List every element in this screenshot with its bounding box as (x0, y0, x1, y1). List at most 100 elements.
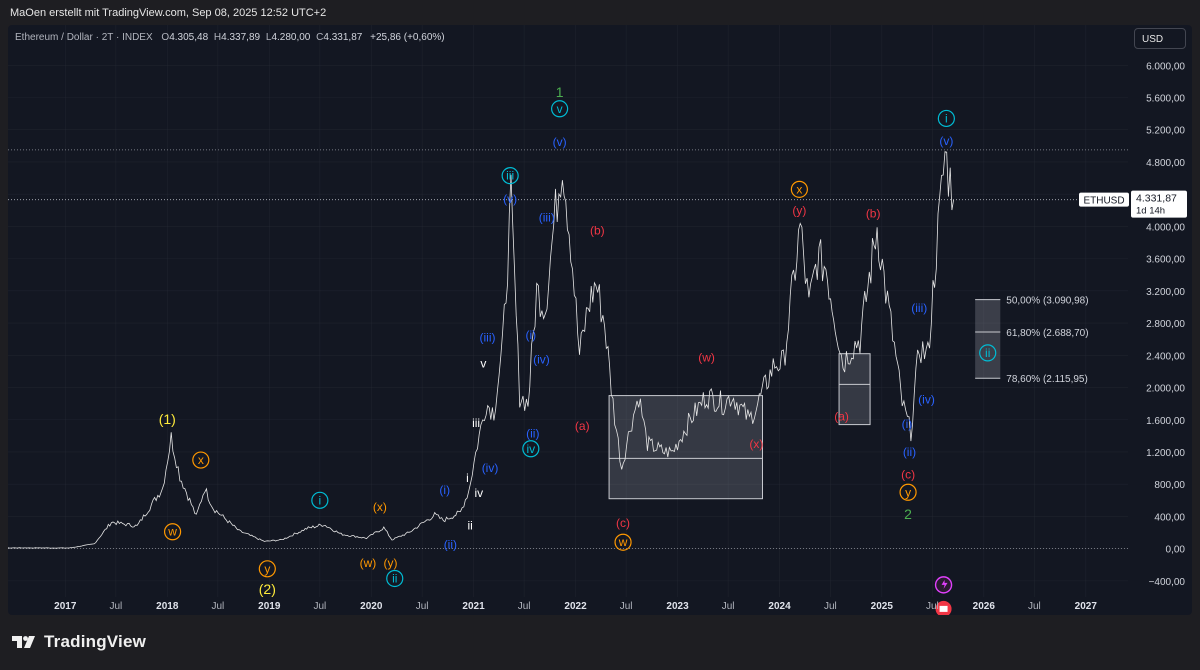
wave-label-circle (551, 100, 569, 118)
wave-label-blue: (v) (503, 192, 517, 206)
brand-name: TradingView (44, 632, 147, 651)
wave-label-text: (w) (360, 556, 377, 570)
wave-label-red: (c) (901, 468, 915, 482)
chart-panel[interactable]: 50,00% (3.090,98) 61,80% (2.688,70) 78,60%… (8, 25, 1192, 615)
time-axis-tick-label: 2019 (258, 601, 281, 612)
wave-label-circle (501, 167, 519, 185)
price-tag-value: 4.331,87 (1136, 193, 1177, 205)
price-chart[interactable]: 50,00% (3.090,98) 61,80% (2.688,70) 78,60%… (8, 25, 1192, 615)
high-value: 4.337,89 (221, 32, 261, 43)
price-tag-bg (1131, 190, 1187, 218)
time-axis-tick-label: 2025 (871, 601, 894, 612)
range-zone (608, 395, 763, 500)
wave-label-red: (b) (590, 223, 605, 237)
wave-label-text: y (264, 562, 270, 576)
flag-icon (939, 605, 948, 612)
wave-label-cyan: ii (979, 344, 997, 362)
symbol-legend: Ethereum / Dollar · 2T · INDEX O4.305,48… (15, 32, 445, 43)
time-axis-tick-label: 2022 (564, 601, 587, 612)
wave-label-orange: w (163, 523, 182, 541)
price-axis-tick-label: 1.600,00 (1146, 416, 1185, 427)
wave-label-circle (386, 569, 404, 588)
wave-label-blue: (i) (902, 417, 913, 431)
ohlc-close: C4.331,87 (316, 32, 362, 43)
price-axis-tick-label: 400,00 (1154, 512, 1185, 523)
wave-label-cyan: iv (522, 440, 540, 458)
wave-label-text: (y) (792, 203, 806, 217)
low-value: 4.280,00 (271, 32, 311, 43)
ohlc-open: O4.305,48 (161, 32, 208, 43)
price-axis-tick-label: 4.000,00 (1146, 222, 1185, 233)
price-axis-tick-label: 800,00 (1154, 480, 1185, 491)
wave-label-text: (x) (373, 500, 387, 514)
wave-label-cyan: i (311, 491, 329, 509)
time-axis-tick-label: 2024 (768, 601, 791, 612)
wave-label-text: (i) (902, 417, 913, 431)
wave-label-red: (a) (575, 419, 590, 433)
wave-label-text: (2) (259, 581, 276, 597)
grid-lines (8, 25, 1128, 597)
wave-label-red: (a) (834, 410, 849, 424)
wave-label-red: (w) (698, 351, 715, 365)
wave-label-text: 2 (904, 506, 912, 522)
ohlc-high: H4.337,89 (214, 32, 260, 43)
wave-label-text: i (466, 471, 469, 485)
footer: TradingView (0, 620, 1200, 670)
wave-label-cyan: iii (501, 167, 519, 185)
time-axis-tick-label: Jul (1028, 601, 1041, 612)
wave-label-text: w (167, 525, 177, 539)
price-axis-tick-label: 1.200,00 (1146, 448, 1185, 459)
time-axis-tick-label: 2027 (1075, 601, 1098, 612)
lightning-event-icon (934, 576, 953, 594)
brand-logo[interactable]: TradingView (12, 632, 146, 652)
wave-label-text: (c) (616, 516, 630, 530)
wave-label-white: i (466, 471, 469, 485)
wave-label-yellow: (2) (259, 581, 276, 597)
price-series-line (8, 151, 954, 549)
wave-label-blue: (i) (439, 483, 450, 497)
fib-level-label: 61,80% (2.688,70) (1006, 328, 1088, 339)
price-axis-tick-label: 6.000,00 (1146, 61, 1185, 72)
time-axis-tick-label: Jul (620, 601, 633, 612)
low-label: L (265, 32, 272, 43)
wave-label-orange: y (258, 560, 276, 578)
symbol-title: Ethereum / Dollar · 2T · INDEX (15, 32, 153, 43)
wave-label-text: (i) (439, 483, 450, 497)
price-axis: 6.000,005.600,005.200,004.800,004.400,00… (1146, 61, 1185, 588)
wave-label-text: (a) (575, 419, 590, 433)
fib-level-label: 50,00% (3.090,98) (1006, 296, 1088, 307)
time-axis: 2017 Jul 2018 Jul 2019 Jul 2020 Jul 2021 Jul 2022 J… (54, 601, 1097, 612)
time-axis-tick-label: Jul (926, 601, 939, 612)
range-zone (838, 353, 871, 426)
wave-label-text: (y) (384, 556, 398, 570)
wave-label-text: i (945, 111, 948, 125)
wave-label-text: w (618, 535, 628, 549)
wave-label-yellow: (1) (159, 411, 176, 427)
wave-label-text: (v) (553, 135, 567, 149)
wave-label-text: (iv) (918, 393, 935, 407)
wave-label-text: (w) (698, 351, 715, 365)
wave-label-text: (v) (939, 134, 953, 148)
time-axis-tick-label: 2017 (54, 601, 77, 612)
wave-label-text: iv (526, 442, 535, 456)
wave-label-text: (c) (901, 468, 915, 482)
wave-label-orange: x (790, 180, 808, 198)
close-label: C (316, 32, 324, 43)
wave-label-text: v (480, 356, 486, 370)
symbol-tag-bg (1079, 192, 1129, 207)
price-axis-tick-label: 2.000,00 (1146, 384, 1185, 395)
wave-label-text: (1) (159, 411, 176, 427)
price-axis-tick-label: 0,00 (1166, 545, 1186, 556)
wave-label-blue: (iv) (533, 352, 550, 366)
wave-label-circle (258, 560, 276, 578)
wave-label-text: ii (468, 518, 473, 532)
currency-button[interactable]: USD (1134, 28, 1186, 49)
wave-label-red: (b) (866, 207, 881, 221)
open-value: 4.305,48 (169, 32, 209, 43)
wave-label-text: ii (392, 571, 397, 585)
symbol-tag-label: ETHUSD (1083, 196, 1124, 207)
wave-label-red: (y) (792, 203, 806, 217)
wave-label-circle (614, 533, 632, 551)
price-axis-tick-label: 3.600,00 (1146, 255, 1185, 266)
time-axis-tick-label: Jul (211, 601, 224, 612)
